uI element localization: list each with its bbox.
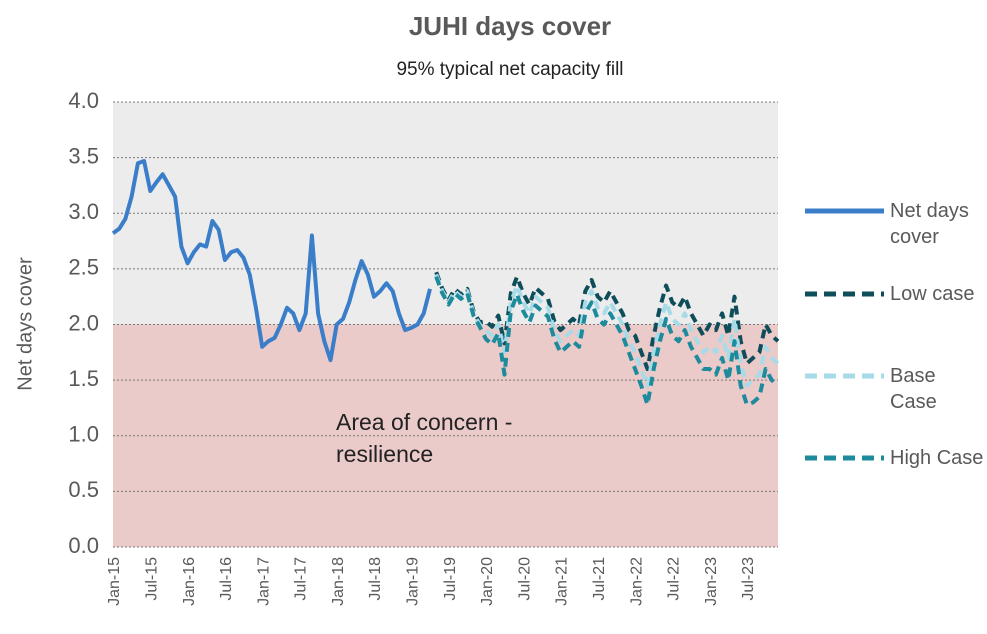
x-tick-label: Jul-21 — [591, 557, 608, 601]
x-tick-label: Jan-21 — [554, 557, 571, 606]
x-tick-label: Jan-19 — [405, 557, 422, 606]
legend-label: Low case — [890, 283, 975, 305]
x-tick-label: Jul-16 — [218, 557, 235, 601]
x-tick-label: Jan-18 — [330, 557, 347, 606]
x-tick-label: Jul-23 — [740, 557, 757, 601]
y-tick-label: 0.5 — [68, 477, 99, 502]
x-tick-label: Jul-19 — [442, 557, 459, 601]
chart-subtitle: 95% typical net capacity fill — [396, 59, 623, 80]
x-tick-label: Jan-23 — [703, 557, 720, 606]
y-tick-label: 0.0 — [68, 533, 99, 558]
x-tick-label: Jan-22 — [628, 557, 645, 606]
y-tick-label: 2.5 — [68, 255, 99, 280]
series-line — [111, 159, 432, 363]
legend-label: Base Case — [890, 365, 937, 413]
x-tick-label: Jan-17 — [255, 557, 272, 606]
y-tick-label: 1.0 — [68, 422, 99, 447]
x-tick-label: Jan-15 — [106, 557, 123, 606]
legend-label: Net days cover — [890, 200, 969, 248]
y-tick-label: 2.0 — [68, 310, 99, 335]
y-tick-label: 1.5 — [68, 366, 99, 391]
x-tick-label: Jan-16 — [181, 557, 198, 606]
x-tick-label: Jul-20 — [516, 557, 533, 601]
legend-label: High Case — [890, 447, 984, 469]
x-tick-label: Jul-17 — [293, 557, 310, 601]
series-line — [434, 271, 780, 371]
y-axis-label: Net days cover — [14, 257, 36, 391]
annotation: Area of concern - resilience — [336, 409, 513, 467]
series-line — [434, 276, 780, 407]
y-tick-label: 3.0 — [68, 199, 99, 224]
y-tick-label: 3.5 — [68, 143, 99, 168]
x-tick-label: Jul-18 — [367, 557, 384, 601]
x-tick-label: Jul-22 — [666, 557, 683, 601]
series-line — [434, 273, 780, 388]
y-tick-label: 4.0 — [68, 88, 99, 113]
x-tick-label: Jan-20 — [479, 557, 496, 606]
x-tick-label: Jul-15 — [144, 557, 161, 601]
chart-title: JUHI days cover — [409, 11, 611, 41]
